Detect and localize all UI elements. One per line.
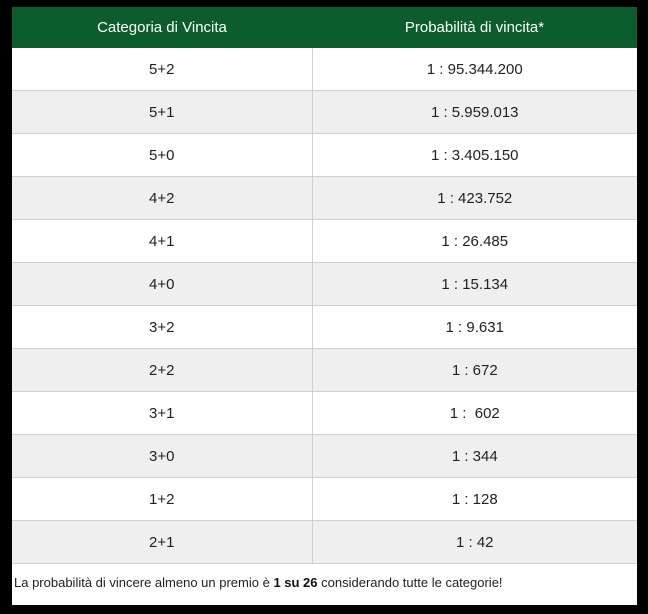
category-cell: 3+1	[12, 391, 313, 435]
category-cell: 5+2	[12, 48, 313, 91]
table-row: 2+1 1 : 42	[12, 520, 637, 564]
probability-cell: 1 : 9.631	[312, 305, 637, 349]
table-row: 5+0 1 : 3.405.150	[12, 133, 637, 177]
category-cell: 5+0	[12, 133, 313, 177]
table-row: 5+2 1 : 95.344.200	[12, 48, 637, 91]
odds-table: Categoria di Vincita Probabilità di vinc…	[12, 7, 637, 564]
probability-cell: 1 : 602	[312, 391, 637, 435]
category-cell: 3+0	[12, 434, 313, 478]
probability-cell: 1 : 26.485	[312, 219, 637, 263]
footnote: La probabilità di vincere almeno un prem…	[14, 575, 503, 590]
probability-cell: 1 : 5.959.013	[312, 90, 637, 134]
odds-panel: Categoria di Vincita Probabilità di vinc…	[12, 7, 637, 605]
category-cell: 5+1	[12, 90, 313, 134]
probability-cell: 1 : 344	[312, 434, 637, 478]
table-row: 3+1 1 : 602	[12, 391, 637, 435]
table-row: 3+0 1 : 344	[12, 434, 637, 478]
probability-cell: 1 : 42	[312, 520, 637, 564]
footnote-highlight: 1 su 26	[273, 575, 318, 590]
table-header-row: Categoria di Vincita Probabilità di vinc…	[12, 7, 637, 48]
header-category: Categoria di Vincita	[12, 7, 312, 48]
table-row: 1+2 1 : 128	[12, 477, 637, 521]
category-cell: 2+2	[12, 348, 313, 392]
category-cell: 1+2	[12, 477, 313, 521]
table-row: 4+1 1 : 26.485	[12, 219, 637, 263]
table-row: 4+2 1 : 423.752	[12, 176, 637, 220]
probability-cell: 1 : 128	[312, 477, 637, 521]
header-probability: Probabilità di vincita*	[312, 7, 637, 48]
probability-cell: 1 : 15.134	[312, 262, 637, 306]
table-row: 4+0 1 : 15.134	[12, 262, 637, 306]
footnote-prefix: La probabilità di vincere almeno un prem…	[14, 575, 274, 590]
table-row: 2+2 1 : 672	[12, 348, 637, 392]
category-cell: 3+2	[12, 305, 313, 349]
category-cell: 4+0	[12, 262, 313, 306]
category-cell: 4+1	[12, 219, 313, 263]
footnote-suffix: considerando tutte le categorie!	[317, 575, 503, 590]
probability-cell: 1 : 3.405.150	[312, 133, 637, 177]
category-cell: 4+2	[12, 176, 313, 220]
table-row: 5+1 1 : 5.959.013	[12, 90, 637, 134]
table-row: 3+2 1 : 9.631	[12, 305, 637, 349]
category-cell: 2+1	[12, 520, 313, 564]
probability-cell: 1 : 423.752	[312, 176, 637, 220]
probability-cell: 1 : 672	[312, 348, 637, 392]
probability-cell: 1 : 95.344.200	[312, 48, 637, 91]
